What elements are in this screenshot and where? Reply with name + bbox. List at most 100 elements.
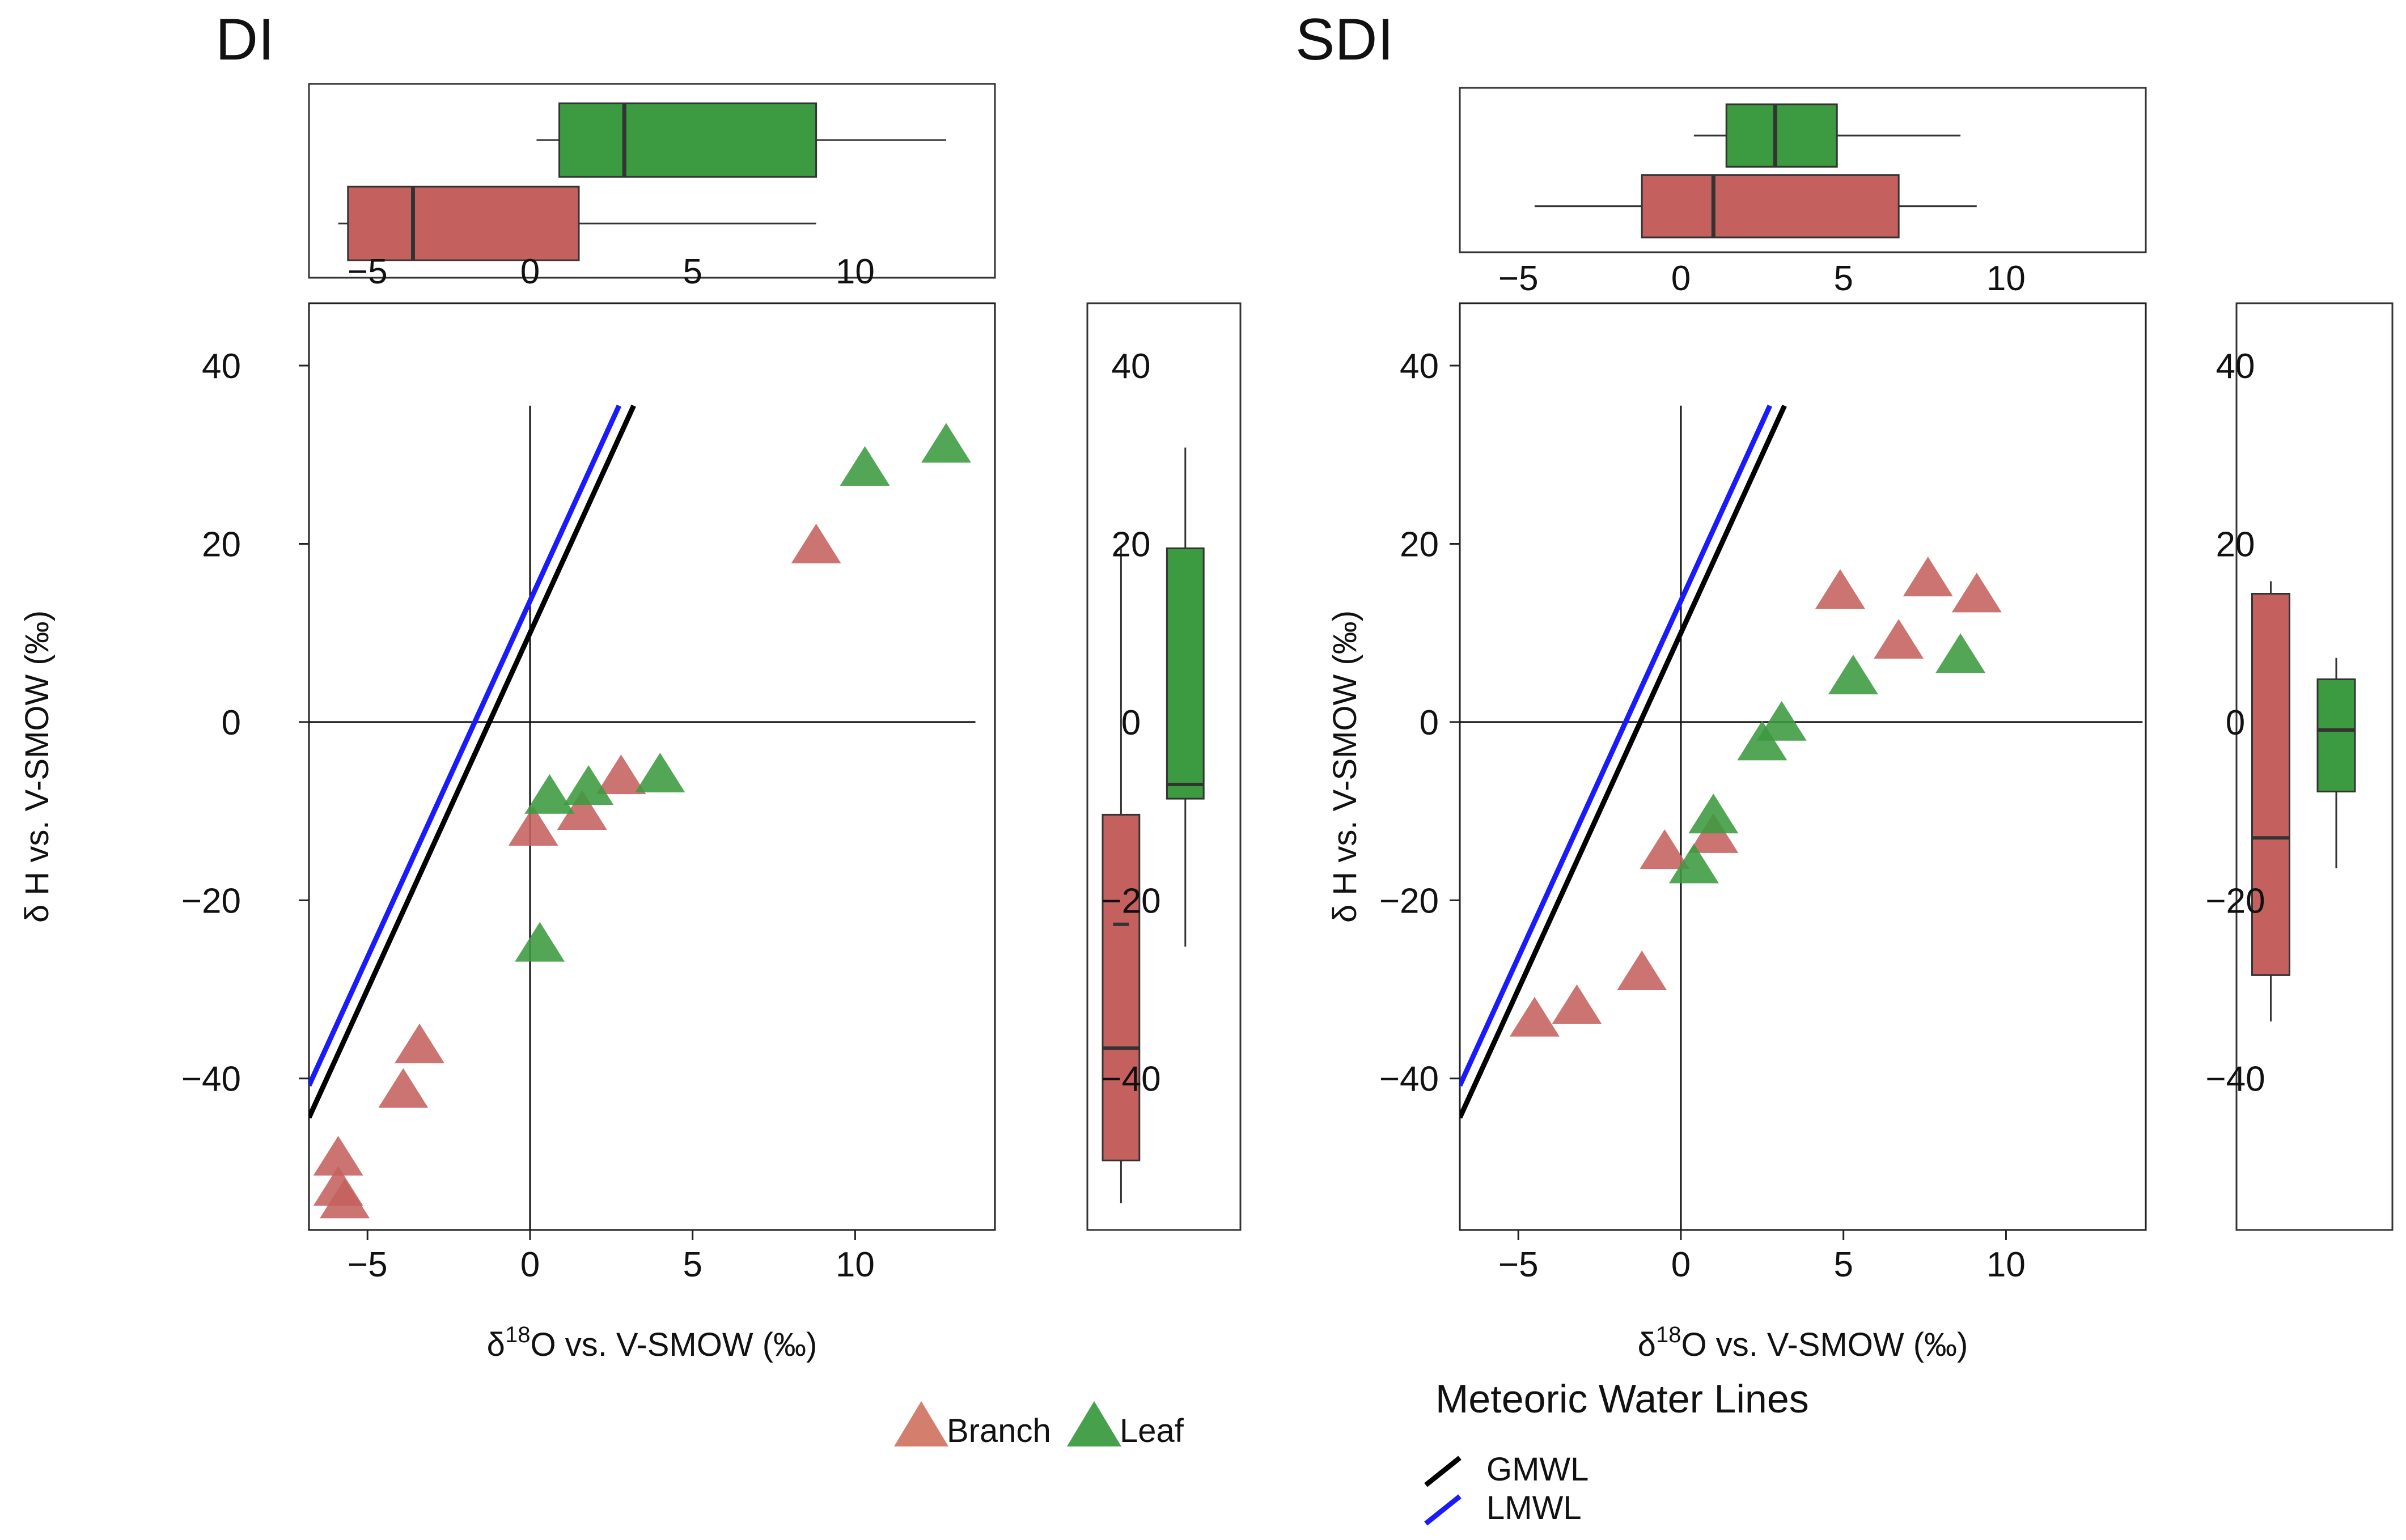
- panel-di: DI −5 0 5 10 −40 −20 0 20 40 δ18O vs. V-SMOW (‰) δ …: [19, 7, 1242, 1363]
- legend-item-lmwl: LMWL: [1424, 1490, 1582, 1526]
- legend-item-branch: Branch: [894, 1401, 1051, 1449]
- x-tick-label: 5: [683, 1245, 702, 1284]
- legend-label: LMWL: [1486, 1490, 1582, 1526]
- leaf-point: [840, 446, 890, 486]
- box-iqr: [1166, 547, 1205, 800]
- legend-item-gmwl: GMWL: [1424, 1451, 1589, 1488]
- y-tick-label: 40: [1400, 347, 1439, 386]
- x-box-tick-label: −5: [1498, 259, 1539, 298]
- water-lines: [309, 404, 636, 1119]
- legend-label: Leaf: [1120, 1412, 1184, 1449]
- legend-title: Meteoric Water Lines: [1435, 1377, 1809, 1421]
- x-boxplot-frame: [1459, 87, 2147, 253]
- x-box-tick-label: 10: [836, 252, 875, 291]
- box-iqr: [2316, 678, 2356, 793]
- x-axis-label: δ18O vs. V-SMOW (‰): [1638, 1322, 1968, 1363]
- legend-marker: [1067, 1401, 1121, 1446]
- y-tick-label: −20: [181, 881, 241, 920]
- main-plot-frame: [308, 302, 996, 1231]
- y-tick-label: 20: [1400, 525, 1439, 564]
- x-axis-label: δ18O vs. V-SMOW (‰): [487, 1322, 817, 1363]
- x-box-tick-label: 10: [1986, 259, 2026, 298]
- y-box-tick-label: 20: [1112, 525, 1151, 564]
- leaf-point: [564, 765, 614, 805]
- branch-point: [320, 1178, 370, 1219]
- legend-item-leaf: Leaf: [1067, 1401, 1184, 1449]
- y-box-tick-label: −20: [1101, 881, 1160, 920]
- legend-marker: [894, 1401, 948, 1446]
- gmwl-line: [1460, 404, 1787, 1119]
- branch-point: [1903, 557, 1953, 597]
- y-boxplot-frame: [2235, 302, 2394, 1231]
- branch-point: [1509, 996, 1560, 1037]
- leaf-point: [921, 423, 971, 463]
- x-tick-label: 10: [836, 1245, 875, 1284]
- x-box-leaf: [1693, 103, 1961, 168]
- legend-line-swatch: [1424, 1494, 1462, 1526]
- leaf-point: [635, 752, 685, 792]
- y-tick-label: 40: [202, 347, 241, 386]
- leaf-point: [1828, 655, 1878, 695]
- branch-point: [1617, 950, 1667, 990]
- legend-label: GMWL: [1486, 1451, 1589, 1488]
- box-iqr: [2251, 593, 2290, 976]
- x-tick-label: 5: [1833, 1245, 1853, 1284]
- legend-line-swatch: [1424, 1456, 1462, 1487]
- legend-label: Branch: [947, 1412, 1051, 1449]
- x-box-tick-label: 0: [520, 252, 540, 291]
- panel-sdi: SDI −5 0 5 10 −40 −20 0 20 40 δ18O vs. V-SMOW (‰) δ…: [1295, 7, 2394, 1363]
- branch-point: [791, 523, 841, 563]
- branch-point: [394, 1023, 444, 1063]
- box-iqr: [1641, 174, 1900, 239]
- panel-title: SDI: [1295, 7, 1393, 73]
- lmwl-line: [1460, 404, 1773, 1087]
- x-tick-label: −5: [1498, 1245, 1539, 1284]
- legend-points: Branch Leaf: [894, 1401, 1184, 1449]
- branch-point: [1951, 572, 2002, 613]
- x-tick-label: −5: [348, 1245, 388, 1284]
- y-box-tick-label: 20: [2216, 525, 2255, 564]
- x-box-leaf: [536, 102, 946, 178]
- box-iqr: [558, 102, 817, 178]
- x-box-tick-label: 5: [1833, 259, 1853, 298]
- gmwl-line: [309, 404, 636, 1119]
- leaf-point: [1756, 701, 1807, 741]
- y-box-tick-label: 0: [1121, 703, 1141, 743]
- x-box-tick-label: 5: [683, 252, 702, 291]
- branch-point: [557, 790, 607, 830]
- branch-point: [313, 1135, 363, 1176]
- branch-point: [1815, 569, 1865, 609]
- leaf-point: [524, 774, 575, 814]
- leaf-point: [515, 922, 565, 962]
- series-leaf: [1668, 633, 1986, 884]
- series-branch: [1509, 557, 2002, 1037]
- y-tick-label: 0: [222, 703, 241, 743]
- branch-point: [378, 1068, 429, 1108]
- box-iqr: [1102, 813, 1141, 1161]
- y-tick-label: −40: [1379, 1060, 1439, 1099]
- x-tick-label: 10: [1986, 1245, 2026, 1284]
- y-axis-label: δ H vs. V-SMOW (‰): [1327, 610, 1363, 923]
- branch-point: [508, 806, 558, 846]
- y-tick-label: −40: [181, 1060, 241, 1099]
- y-box-tick-label: 0: [2226, 703, 2245, 743]
- main-plot-frame: [1459, 302, 2147, 1231]
- y-boxplot-frame: [1086, 302, 1242, 1231]
- y-box-tick-label: 40: [2216, 347, 2255, 386]
- branch-point: [596, 754, 646, 795]
- series-leaf: [515, 423, 971, 962]
- y-box-leaf: [2316, 657, 2356, 868]
- branch-point: [1874, 619, 1924, 659]
- leaf-point: [1668, 843, 1719, 884]
- box-iqr: [347, 185, 580, 261]
- lmwl-line: [309, 404, 622, 1087]
- y-box-tick-label: 40: [1112, 347, 1151, 386]
- y-tick-label: 0: [1420, 703, 1439, 743]
- x-tick-label: 0: [520, 1245, 540, 1284]
- branch-point: [1552, 984, 1602, 1024]
- x-box-branch: [1534, 174, 1977, 239]
- x-box-tick-label: 0: [1671, 259, 1691, 298]
- y-box-tick-label: −40: [1101, 1060, 1160, 1099]
